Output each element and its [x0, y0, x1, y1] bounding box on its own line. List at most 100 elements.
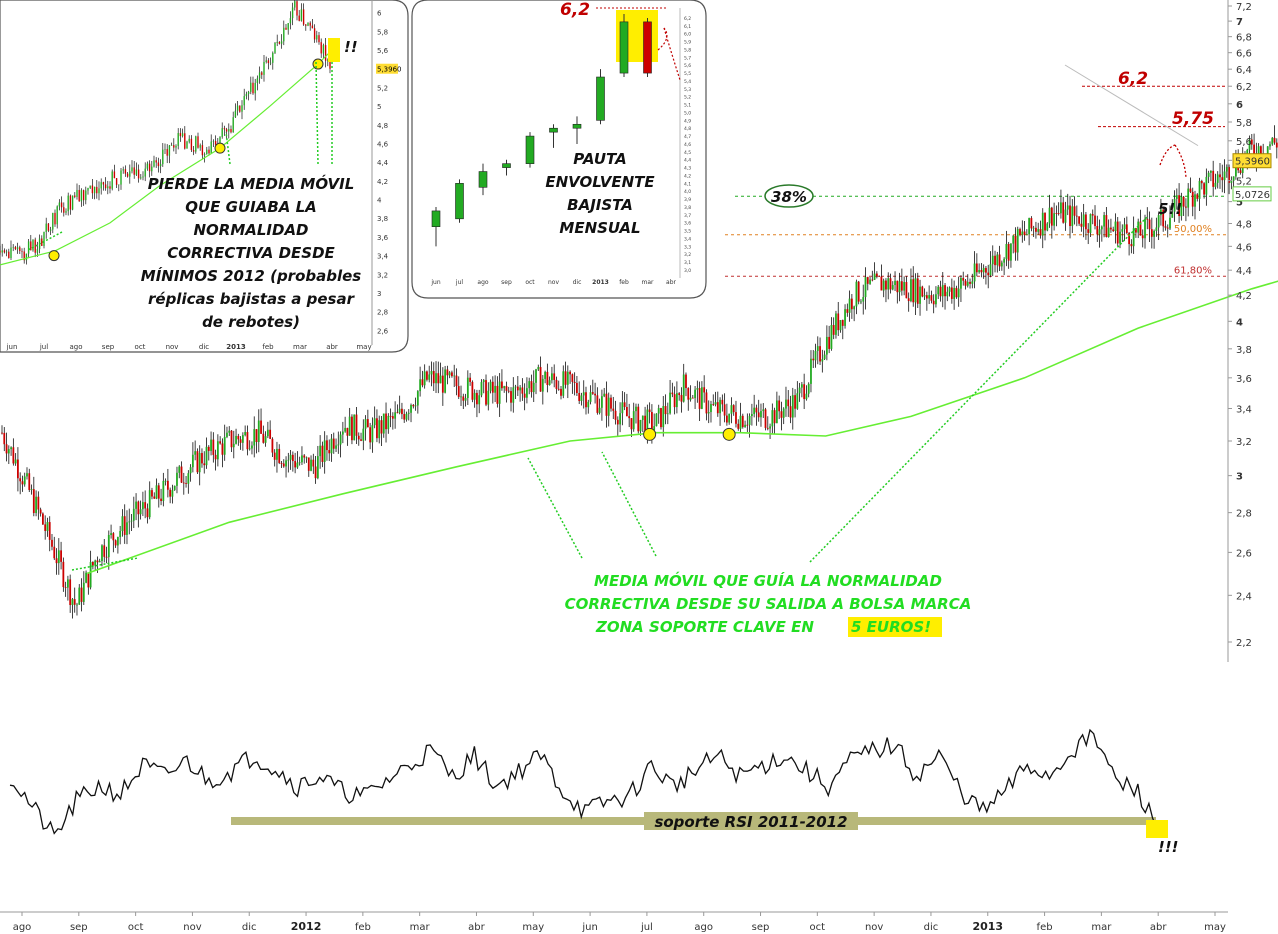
price-candle-body	[766, 427, 769, 429]
price-candle-body	[932, 300, 935, 305]
price-candle-body	[546, 371, 549, 385]
price-candle-body	[187, 473, 190, 484]
price-candle-body	[753, 407, 756, 415]
weekly-candle-body	[155, 160, 157, 163]
price-candle-body	[848, 298, 851, 313]
weekly-y-tick: 2,6	[377, 327, 389, 335]
price-candle-body	[689, 397, 692, 400]
weekly-candle-body	[166, 149, 168, 156]
price-candle-body	[966, 281, 969, 286]
weekly-candle-body	[274, 42, 276, 53]
price-candle-body	[130, 520, 133, 522]
price-candle-body	[1003, 258, 1006, 263]
price-candle-body	[460, 396, 462, 398]
monthly-y-tick: 5,2	[684, 95, 691, 101]
monthly-y-tick: 4,6	[684, 142, 691, 148]
weekly-candle-body	[67, 195, 69, 212]
price-candle-body	[557, 388, 560, 390]
price-candle-body	[560, 388, 562, 396]
resistance-label: 5,75	[1172, 109, 1214, 129]
price-candle-body	[905, 282, 908, 299]
price-candle-body	[853, 306, 856, 310]
weekly-candle-body	[186, 141, 188, 149]
price-candle-body	[432, 371, 435, 384]
weekly-candle-body	[113, 171, 116, 179]
price-candle-body	[903, 282, 906, 291]
price-candle-body	[664, 406, 667, 415]
price-candle-body	[762, 409, 765, 412]
price-candle-body	[303, 455, 306, 458]
price-candle-body	[825, 336, 828, 355]
monthly-candle	[478, 171, 488, 188]
price-candle-body	[632, 411, 635, 430]
price-candle-body	[410, 404, 412, 413]
price-candle-body	[32, 489, 35, 514]
y-tick-label: 7	[1236, 17, 1243, 28]
price-candle-body	[875, 273, 878, 277]
weekly-candle-body	[14, 246, 17, 250]
price-candle-body	[871, 279, 874, 281]
weekly-candle-body	[261, 72, 263, 75]
weekly-candle-body	[49, 229, 52, 231]
price-candle-body	[1141, 235, 1144, 239]
five-euros-text: 5 EUROS!	[851, 618, 931, 636]
price-candle-body	[82, 582, 85, 602]
weekly-candle-body	[45, 223, 47, 232]
price-candle-body	[651, 412, 653, 431]
five-euros-highlight	[848, 617, 942, 637]
price-candle-body	[900, 281, 903, 291]
weekly-y-tick: 4,6	[377, 140, 389, 148]
weekly-candle-body	[230, 129, 232, 133]
price-candle-body	[157, 485, 160, 499]
price-candle-body	[514, 386, 517, 388]
weekly-candle-body	[74, 195, 76, 197]
price-candle-body	[246, 432, 249, 450]
price-candle-body	[671, 392, 674, 395]
price-candle-body	[744, 424, 746, 428]
resistance-label: 6,2	[1118, 69, 1148, 89]
weekly-candle-body	[76, 189, 78, 197]
weekly-candle-body	[245, 93, 248, 97]
price-candle-body	[321, 445, 324, 462]
weekly-candle-body	[173, 145, 175, 148]
price-candle-body	[637, 406, 640, 432]
price-candle-body	[298, 462, 301, 464]
weekly-candle-body	[197, 136, 199, 148]
price-candle-body	[419, 379, 422, 392]
price-candle-body	[155, 485, 158, 499]
x-tick-label: sep	[70, 922, 88, 933]
price-candle-body	[862, 297, 865, 302]
price-candle-body	[464, 398, 467, 401]
price-candle-body	[1180, 196, 1183, 217]
price-candle-body	[626, 406, 628, 417]
price-candle-body	[860, 301, 862, 303]
price-candle-body	[980, 269, 983, 273]
rsi-panel: soporte RSI 2011-2012!!!	[9, 728, 1179, 856]
weekly-candle-body	[159, 164, 162, 167]
monthly-candle	[549, 127, 558, 133]
weekly-candle-body	[82, 190, 85, 201]
price-candle-body	[889, 278, 892, 290]
monthly-y-tick: 4,1	[684, 181, 691, 187]
price-candle-body	[376, 418, 378, 439]
weekly-candle-body	[124, 169, 127, 174]
monthly-inset-text-line: MENSUAL	[559, 219, 640, 237]
weekly-candle-body	[296, 1, 298, 16]
price-candle-body	[1248, 139, 1251, 150]
price-candle-body	[378, 420, 381, 439]
price-candle-body	[294, 461, 297, 468]
price-candle-body	[366, 419, 369, 428]
price-candle-body	[28, 473, 31, 490]
price-candle-body	[1271, 137, 1274, 145]
price-candle-body	[180, 466, 183, 483]
weekly-candle-body	[146, 163, 149, 169]
price-candle-body	[594, 393, 596, 396]
price-candle-body	[789, 406, 792, 418]
left-inset-text-line: MÍNIMOS 2012 (probables	[141, 266, 362, 285]
monthly-x-tick: 2013	[592, 279, 609, 286]
weekly-candle-body	[258, 72, 261, 79]
price-candle-body	[435, 373, 437, 384]
price-candle-body	[360, 439, 362, 441]
price-candle-body	[978, 269, 981, 273]
price-candle-body	[1198, 180, 1201, 199]
